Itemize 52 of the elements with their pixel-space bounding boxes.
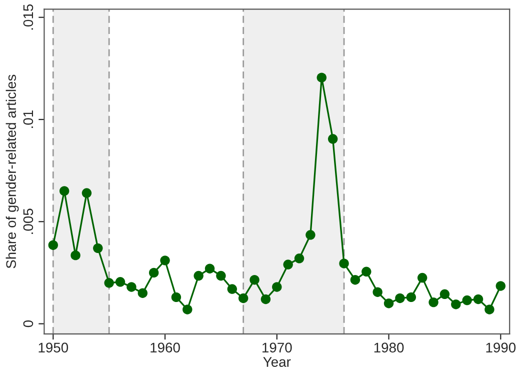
point [294,254,304,264]
point [451,299,461,310]
point [428,297,438,308]
point [440,289,450,299]
point [59,186,70,196]
point [372,287,382,297]
point [126,282,136,292]
y-tick-label: .005 [23,208,34,234]
point [250,274,260,285]
point [204,264,215,274]
y-tick-label: 0 [23,320,34,328]
point [473,294,484,304]
point [283,260,293,270]
x-tick-label: 1950 [38,342,68,353]
point [306,230,316,240]
point [417,272,428,283]
point [484,304,494,314]
point [104,278,114,288]
x-tick-label: 1960 [150,342,180,353]
point [406,292,416,302]
point [339,258,349,268]
x-tick-label: 1970 [262,342,292,353]
point [194,270,204,281]
point [384,298,394,308]
x-axis-title: Year [263,357,291,367]
point [350,274,360,285]
y-axis-title: Share of gender-related articles [6,74,19,268]
point [272,282,282,292]
y-tick-label: .01 [23,110,34,128]
point [227,284,238,294]
point [171,292,182,302]
point [238,293,248,304]
point [316,72,327,82]
point [160,256,170,266]
point [395,293,405,304]
y-tick-label: .015 [23,4,34,30]
point [115,277,126,287]
x-tick-label: 1990 [486,342,516,353]
point [260,294,271,304]
point [70,250,80,260]
point [138,288,148,298]
point [362,266,372,277]
point [48,240,58,250]
point [93,243,103,254]
x-tick-label: 1980 [374,342,404,353]
point [82,188,92,198]
point [148,268,159,278]
point [496,281,506,291]
point [462,295,472,306]
point [216,270,226,281]
point [328,134,338,144]
point [182,304,192,314]
